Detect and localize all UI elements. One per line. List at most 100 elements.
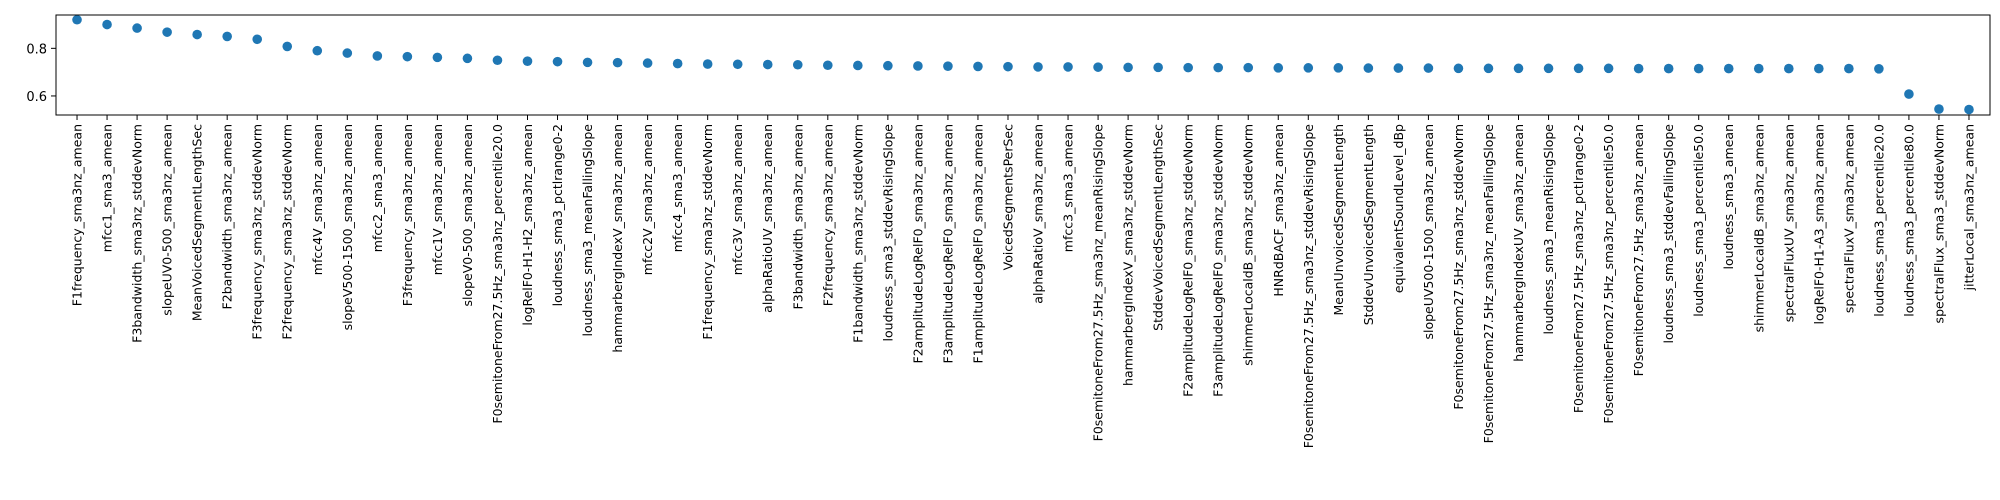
x-tick-label: F0semitoneFrom27.5Hz_sma3nz_meanRisingSl… [1091,124,1106,442]
x-tick-label: F3amplitudeLogRelF0_sma3nz_amean [940,124,955,363]
data-point [1693,63,1704,74]
data-point [1844,63,1854,74]
x-tick-label: F0semitoneFrom27.5Hz_sma3nz_meanFallingS… [1481,124,1496,444]
x-tick-label: HNRdBACF_sma3nz_amean [1271,124,1286,297]
x-tick-label: MeanUnvoicedSegmentLength [1331,124,1346,316]
y-tick-label: 0.6 [26,90,47,105]
data-point [1393,63,1404,73]
x-tick-label: F2frequency_sma3nz_amean [820,124,835,306]
data-point [342,48,353,58]
data-point [1543,63,1554,74]
x-tick-label: F1bandwidth_sma3nz_stddevNorm [850,124,865,343]
data-point [282,41,293,52]
x-tick-label: hammarbergIndexUV_sma3nz_amean [1511,124,1526,362]
data-point [582,57,593,68]
data-point [1874,64,1884,74]
data-point [552,56,563,67]
x-tick-label: loudness_sma3_amean [1721,124,1736,270]
x-tick-label: equivalentSoundLevel_dBp [1391,124,1406,293]
data-point [1513,63,1524,74]
x-tick-label: loudness_sma3_meanFallingSlope [580,124,595,337]
data-point [72,14,82,25]
data-point [222,31,232,42]
x-tick-label: mfcc1_sma3_amean [100,124,115,252]
data-point [162,27,172,37]
data-point [1814,63,1824,74]
data-point [672,58,683,69]
data-point [132,23,142,33]
x-tick-label: VoicedSegmentsPerSec [1000,124,1015,271]
x-tick-label: F2amplitudeLogRelF0_sma3nz_stddevNorm [1181,124,1196,397]
axes-frame [55,14,1991,116]
data-point [973,61,983,72]
x-tick-label: loudness_sma3_percentile20.0 [1871,124,1886,317]
data-point [1003,61,1013,72]
x-tick-label: mfcc4V_sma3nz_amean [310,124,325,275]
x-tick-label: F1frequency_sma3nz_stddevNorm [700,124,715,340]
data-point [883,60,893,71]
data-point [1303,63,1314,73]
data-point [1063,62,1073,72]
x-tick-label: F0semitoneFrom27.5Hz_sma3nz_percentile50… [1601,124,1616,424]
x-tick-label: loudness_sma3_percentile50.0 [1691,124,1706,317]
x-tick-label: logRelF0-H1-A3_sma3nz_amean [1811,124,1826,324]
data-point [1603,63,1614,74]
x-tick-label: F0semitoneFrom27.5Hz_sma3nz_stddevNorm [1451,124,1466,410]
data-point [312,45,323,56]
x-tick-label: loudness_sma3_meanRisingSlope [1541,124,1556,335]
data-point [1213,62,1224,73]
data-point [1964,104,1974,115]
x-tick-label: F2frequency_sma3nz_stddevNorm [280,124,295,340]
y-tick-label: 0.8 [26,42,47,57]
x-tick-label: loudness_sma3_percentile80.0 [1901,124,1916,317]
data-point [462,53,473,64]
data-point [1663,63,1674,74]
x-tick-label: F2amplitudeLogRelF0_sma3nz_amean [910,124,925,363]
x-tick-label: F2bandwidth_sma3nz_amean [220,124,235,309]
x-tick-label: spectralFluxUV_sma3nz_amean [1781,124,1796,322]
x-tick-label: shimmerLocaldB_sma3nz_amean [1751,124,1766,332]
x-tick-label: hammarbergIndexV_sma3nz_amean [610,124,625,353]
data-point [1573,63,1584,74]
data-point [1753,63,1764,74]
plot-area: 0.6 0.8 F1frequency_sma3nz_amean mfcc1_sma3… [26,14,1976,449]
x-tick-label: logRelF0-H1-H2_sma3nz_amean [520,124,535,326]
x-tick-label: hammarbergIndexV_sma3nz_stddevNorm [1121,124,1136,386]
x-tick-label: F0semitoneFrom27.5Hz_sma3nz_percentile20… [490,124,505,424]
x-tick-label: spectralFluxV_sma3nz_amean [1841,124,1856,313]
x-tick-label: loudness_sma3_stddevFallingSlope [1661,124,1676,344]
data-point [792,59,803,70]
data-point [252,34,263,45]
data-point [822,60,833,71]
data-point [522,56,533,66]
data-point [192,29,202,40]
x-tick-label: jitterLocal_sma3nz_amean [1961,124,1976,291]
data-point [642,58,653,68]
data-point [702,59,713,69]
data-point [1723,63,1734,74]
x-tick-label: mfcc1V_sma3nz_amean [430,124,445,275]
data-point [612,57,623,68]
x-tick-label: shimmerLocaldB_sma3nz_stddevNorm [1241,124,1256,366]
x-tick-label: loudness_sma3_stddevRisingSlope [880,124,895,342]
data-point [402,51,413,62]
data-point [102,19,112,30]
x-tick-label: F0semitoneFrom27.5Hz_sma3nz_pctlrange0-2 [1571,124,1586,413]
x-tick-label: mfcc2_sma3_amean [370,124,385,252]
x-tick-label: slopeUV0-500_sma3nz_amean [160,124,175,316]
data-point [1423,63,1434,73]
data-point [853,60,863,71]
x-tick-label: F3frequency_sma3nz_amean [400,124,415,306]
x-tick-label: StddevVoicedSegmentLengthSec [1151,124,1166,331]
data-point [372,51,383,61]
x-tick-label: F0semitoneFrom27.5Hz_sma3nz_stddevRising… [1301,124,1316,449]
data-point [1333,63,1344,73]
x-tick-label: F1frequency_sma3nz_amean [70,124,85,306]
x-tick-label: mfcc4_sma3_amean [670,124,685,252]
data-point [1633,63,1644,74]
data-point [1093,62,1103,72]
data-point [492,55,503,66]
data-point [1904,89,1914,99]
x-tick-label: F1amplitudeLogRelF0_sma3nz_amean [970,124,985,363]
